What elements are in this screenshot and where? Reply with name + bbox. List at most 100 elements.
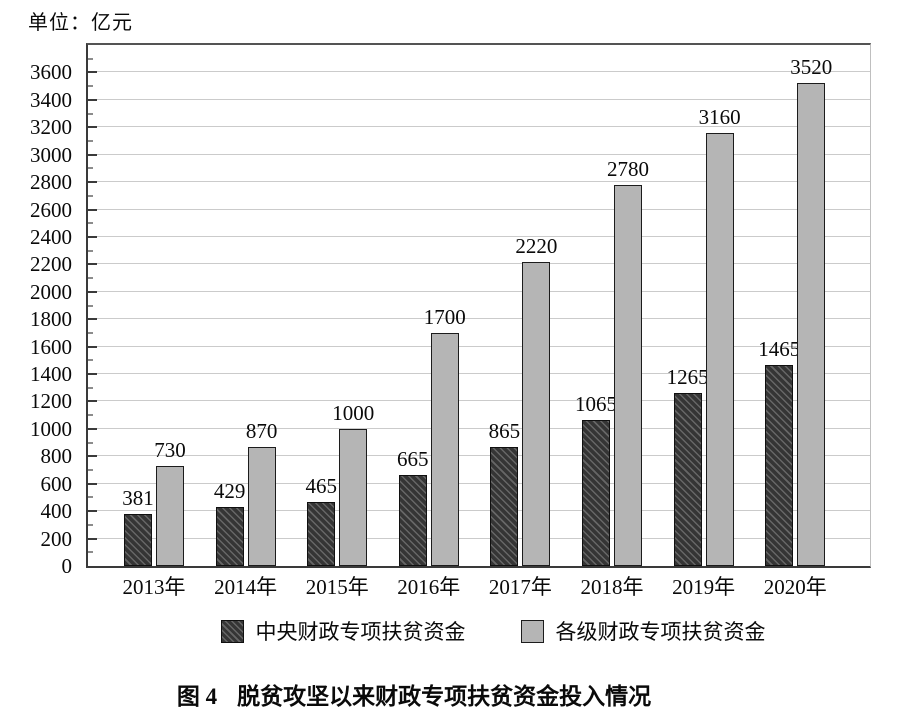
bar-value-label: 1065 <box>575 391 617 416</box>
bar-value-label: 3160 <box>698 104 741 129</box>
gridline <box>88 153 870 155</box>
y-tick-label: 2400 <box>30 224 72 249</box>
bar-value-label: 1465 <box>758 337 801 362</box>
y-major-tick <box>88 126 97 129</box>
y-minor-tick <box>88 167 93 170</box>
y-minor-tick <box>88 359 93 362</box>
bar-value-label: 3520 <box>790 55 833 80</box>
bar <box>215 507 244 566</box>
y-tick-label: 1000 <box>30 416 72 441</box>
gridline <box>88 181 870 183</box>
bar-value-label: 2780 <box>607 156 649 181</box>
y-tick-label: 2600 <box>30 197 72 222</box>
gridline <box>88 345 870 347</box>
legend-swatch-solid <box>520 619 544 643</box>
y-minor-tick <box>88 551 93 554</box>
y-tick-label: 1600 <box>30 334 72 359</box>
legend-swatch-hatched <box>220 619 244 643</box>
y-minor-tick <box>88 112 93 115</box>
bar-value-label: 870 <box>245 418 278 443</box>
bar <box>614 184 642 566</box>
gridline <box>88 427 870 429</box>
bar <box>307 502 336 566</box>
bar <box>705 132 734 566</box>
y-major-tick <box>88 290 97 293</box>
gridline <box>88 373 870 375</box>
y-major-tick <box>88 345 97 348</box>
y-tick-label: 600 <box>40 471 73 496</box>
y-major-tick <box>88 537 97 540</box>
bar-value-label: 381 <box>122 485 154 510</box>
legend-label: 各级财政专项扶贫资金 <box>555 620 766 644</box>
y-tick-label: 1200 <box>30 389 72 414</box>
y-major-tick <box>88 373 97 376</box>
legend-label: 中央财政专项扶贫资金 <box>255 620 466 644</box>
y-major-tick <box>88 318 97 321</box>
x-tick-label: 2019年 <box>672 575 736 599</box>
figure-caption: 图 4 脱贫攻坚以来财政专项扶贫资金投入情况 <box>0 677 864 711</box>
y-minor-tick <box>88 523 93 526</box>
y-tick-label: 1800 <box>30 307 72 332</box>
bar <box>673 392 702 566</box>
bar-value-label: 465 <box>305 474 337 499</box>
y-minor-tick <box>88 194 93 197</box>
bar-value-label: 1265 <box>666 364 709 389</box>
x-tick-label: 2020年 <box>763 575 827 599</box>
x-tick-label: 2014年 <box>214 575 278 599</box>
gridline <box>88 98 870 100</box>
y-tick-label: 2200 <box>30 252 72 277</box>
legend: 中央财政专项扶贫资金 各级财政专项扶贫资金 <box>43 616 900 646</box>
y-major-tick <box>88 482 97 485</box>
y-minor-tick <box>88 222 93 225</box>
legend-item: 各级财政专项扶贫资金 <box>520 616 766 646</box>
y-tick-label: 800 <box>40 444 73 469</box>
y-minor-tick <box>88 304 93 307</box>
y-tick-label: 400 <box>40 499 73 524</box>
y-tick-label: 2000 <box>30 279 72 304</box>
x-axis-labels: 2013年 2014年 2015年 2016年 2017年 2018年 2019年 2020年 <box>88 571 870 603</box>
y-minor-tick <box>88 441 93 444</box>
x-tick-label: 2015年 <box>305 575 369 599</box>
y-minor-tick <box>88 386 93 389</box>
bar <box>398 474 427 566</box>
x-tick-label: 2013年 <box>122 575 186 599</box>
gridline <box>88 400 870 402</box>
y-major-tick <box>88 427 97 430</box>
y-major-tick <box>88 400 97 403</box>
bar-value-label: 665 <box>397 446 429 471</box>
y-major-tick <box>88 263 97 266</box>
y-major-tick <box>88 455 97 458</box>
bar <box>765 365 794 566</box>
bar <box>797 83 826 566</box>
y-tick-label: 3600 <box>30 60 72 85</box>
y-tick-label: 2800 <box>30 170 72 195</box>
y-tick-label: 200 <box>40 526 73 551</box>
bar-value-label: 2220 <box>515 233 558 258</box>
y-tick-label: 3400 <box>30 87 72 112</box>
bar <box>582 419 610 566</box>
x-tick-label: 2017年 <box>488 575 552 599</box>
gridline <box>88 71 870 73</box>
gridline <box>88 290 870 292</box>
unit-label: 单位：亿元 <box>28 12 133 34</box>
y-tick-label: 3000 <box>30 142 72 167</box>
bar-value-label: 865 <box>488 419 521 444</box>
plot-area: 381 730 429 870 465 1000 665 1700 865 2220 1065 278… <box>86 43 871 568</box>
bar-value-label: 730 <box>154 437 186 462</box>
y-minor-tick <box>88 414 93 417</box>
x-tick-label: 2016年 <box>397 575 461 599</box>
y-tick-label: 3200 <box>30 115 72 140</box>
gridline <box>88 455 870 457</box>
y-minor-tick <box>88 57 93 60</box>
y-minor-tick <box>88 496 93 499</box>
figure-title: 脱贫攻坚以来财政专项扶贫资金投入情况 <box>237 684 652 709</box>
figure-number: 图 4 <box>176 684 218 709</box>
bar-value-label: 429 <box>213 479 246 504</box>
y-minor-tick <box>88 139 93 142</box>
y-major-tick <box>88 98 97 101</box>
y-tick-label: 1400 <box>30 362 72 387</box>
bar <box>156 465 184 566</box>
gridline <box>88 318 870 320</box>
y-major-tick <box>88 208 97 211</box>
